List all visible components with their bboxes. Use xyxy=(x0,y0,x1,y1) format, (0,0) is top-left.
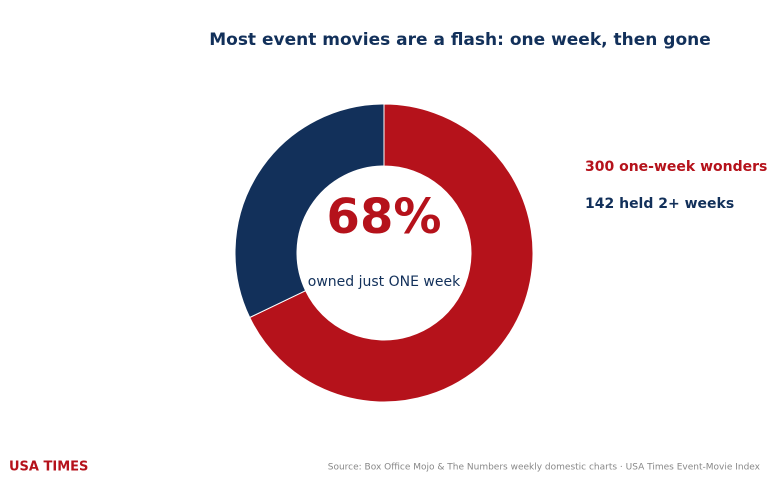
legend-label: 300 one-week wonders xyxy=(585,159,767,175)
source: Source: Box Office Mojo & The Numbers we… xyxy=(328,463,761,473)
brand: USA TIMES xyxy=(9,460,88,475)
donut-segment xyxy=(249,103,534,403)
chart-title: Most event movies are a flash: one week,… xyxy=(209,30,711,50)
center-label: 68% xyxy=(327,189,442,245)
legend-label: 142 held 2+ weeks xyxy=(585,196,734,212)
center-caption: owned just ONE week xyxy=(308,274,461,290)
donut-segment xyxy=(234,103,385,319)
donut xyxy=(234,103,534,403)
